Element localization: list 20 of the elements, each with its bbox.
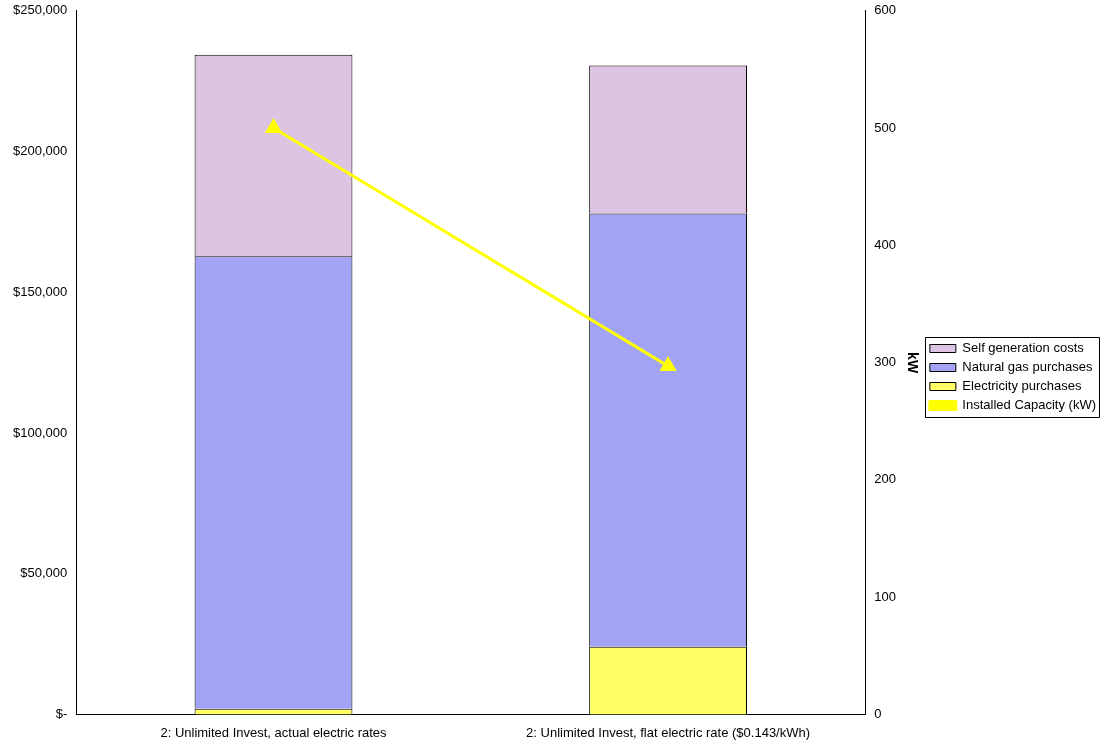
x-tick-label: 2: Unlimited Invest, flat electric rate ($0.143/kWh) [526, 724, 811, 740]
y-tick-label: $250,000 [12, 2, 68, 18]
y-tick-label: $100,000 [12, 424, 68, 440]
y2-tick-label: 500 [874, 119, 897, 135]
legend-label: Self generation costs [962, 340, 1085, 356]
legend-label: Installed Capacity (kW) [962, 397, 1097, 413]
x-tick-label: 2: Unlimited Invest, actual electric rates [160, 724, 388, 740]
y2-tick-label: 600 [874, 2, 897, 18]
y-tick-label: $- [55, 705, 68, 721]
y2-tick-label: 100 [874, 588, 897, 604]
y-tick-label: $150,000 [12, 283, 68, 299]
y-tick-label: $200,000 [12, 143, 68, 159]
legend-label: Electricity purchases [962, 378, 1083, 394]
y2-axis-title: kW [904, 352, 921, 374]
y2-tick-label: 400 [874, 236, 897, 252]
y-tick-label: $50,000 [20, 565, 68, 581]
y2-tick-label: 0 [874, 705, 882, 721]
y2-tick-label: 200 [874, 471, 897, 487]
y2-tick-label: 300 [874, 354, 897, 370]
legend-label: Natural gas purchases [962, 359, 1093, 375]
